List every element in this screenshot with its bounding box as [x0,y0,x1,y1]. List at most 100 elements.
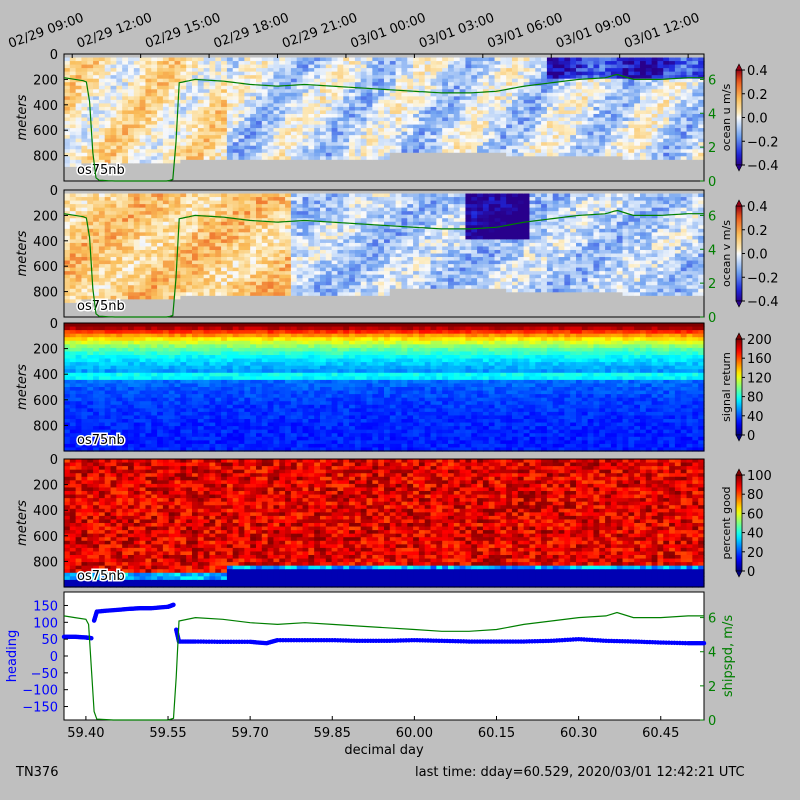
heatmap-cell [308,106,315,112]
heatmap-cell [343,145,350,150]
heatmap-cell [622,121,629,126]
heatmap-cell [116,299,123,304]
heatmap-cell [93,306,100,311]
heatmap-cell [192,264,199,269]
heatmap-cell [349,152,356,157]
heatmap-cell [238,110,245,115]
heatmap-cell [680,106,688,112]
heatmap-cell [494,145,501,150]
heatmap-cell [645,85,653,90]
heatmap-cell [75,306,83,311]
heatmap-cell [349,64,356,69]
heatmap-cell [203,200,211,205]
heatmap-cell [384,170,391,175]
heatmap-cell [192,78,199,83]
heatmap-cell [128,159,135,164]
heatmap-cell [157,131,164,136]
heatmap-cell [343,113,350,119]
heatmap-cell [581,57,589,62]
heatmap-cell [203,64,211,69]
heatmap-cell [465,71,472,76]
heatmap-cell [372,64,379,69]
heatmap-cell [238,131,245,136]
heatmap-cell [110,228,117,233]
heatmap-cell [151,313,158,318]
heatmap-cell [413,82,420,87]
heatmap-cell [145,211,152,216]
heatmap-cell [384,163,391,168]
heatmap-cell [482,92,490,97]
heatmap-cell [558,96,565,101]
heatmap-cell [663,110,670,115]
heatmap-cell [139,124,147,129]
heatmap-cell [331,64,339,69]
heatmap-cell [238,177,245,182]
heatmap-cell [168,228,176,233]
heatmap-cell [314,159,321,164]
heatmap-cell [541,92,548,97]
heatmap-cell [651,138,659,143]
heatmap-cell [366,128,373,133]
heatmap-cell [256,173,263,179]
heatmap-cell [116,242,123,248]
heatmap-cell [354,166,362,172]
heatmap-cell [238,71,245,76]
heatmap-cell [180,235,187,240]
heatmap-cell [110,110,117,115]
heatmap-cell [692,71,699,76]
heatmap-cell [279,68,286,73]
heatmap-cell [192,235,199,240]
heatmap-cell [64,89,71,94]
heatmap-cell [174,313,181,318]
heatmap-cell [320,75,327,80]
heatmap-cell [506,54,513,59]
heatmap-cell [320,89,327,94]
heatmap-cell [87,159,94,164]
heatmap-cell [657,170,664,175]
heatmap-cell [610,121,618,126]
heatmap-cell [564,99,571,104]
heatmap-cell [226,149,234,154]
heatmap-cell [389,138,397,143]
heatmap-cell [343,96,350,101]
heatmap-cell [360,135,368,140]
heatmap-cell [145,309,152,315]
heatmap-cell [203,274,211,279]
heatmap-cell [256,92,263,97]
heatmap-cell [186,57,193,62]
heatmap-cell [634,145,641,150]
heatmap-cell [494,149,501,154]
heatmap-cell [203,228,211,233]
heatmap-cell [500,117,507,122]
heatmap-cell [168,131,176,136]
heatmap-cell [64,163,71,168]
heatmap-cell [116,159,123,164]
heatmap-cell [523,92,531,97]
heatmap-cell [98,57,106,62]
heatmap-cell [692,110,699,115]
heatmap-cell [122,131,129,136]
heatmap-cell [104,92,112,97]
heatmap-cell [197,264,205,269]
heatmap-cell [93,135,100,140]
heatmap-cell [634,99,641,104]
heatmap-cell [645,82,653,87]
heatmap-cell [139,271,147,276]
heatmap-cell [110,313,117,318]
heatmap-cell [587,159,595,164]
heatmap-cell [273,96,280,101]
heatmap-cell [186,239,193,244]
heatmap-cell [209,264,216,269]
heatmap-cell [116,225,123,230]
heatmap-cell [168,145,176,150]
heatmap-cell [424,64,432,69]
heatmap-cell [308,71,315,76]
heatmap-cell [389,64,397,69]
heatmap-cell [407,145,414,150]
heatmap-cell [564,57,571,62]
heatmap-cell [197,142,205,147]
heatmap-cell [98,197,106,202]
heatmap-cell [698,103,705,108]
heatmap-cell [64,267,71,272]
heatmap-cell [546,99,554,104]
